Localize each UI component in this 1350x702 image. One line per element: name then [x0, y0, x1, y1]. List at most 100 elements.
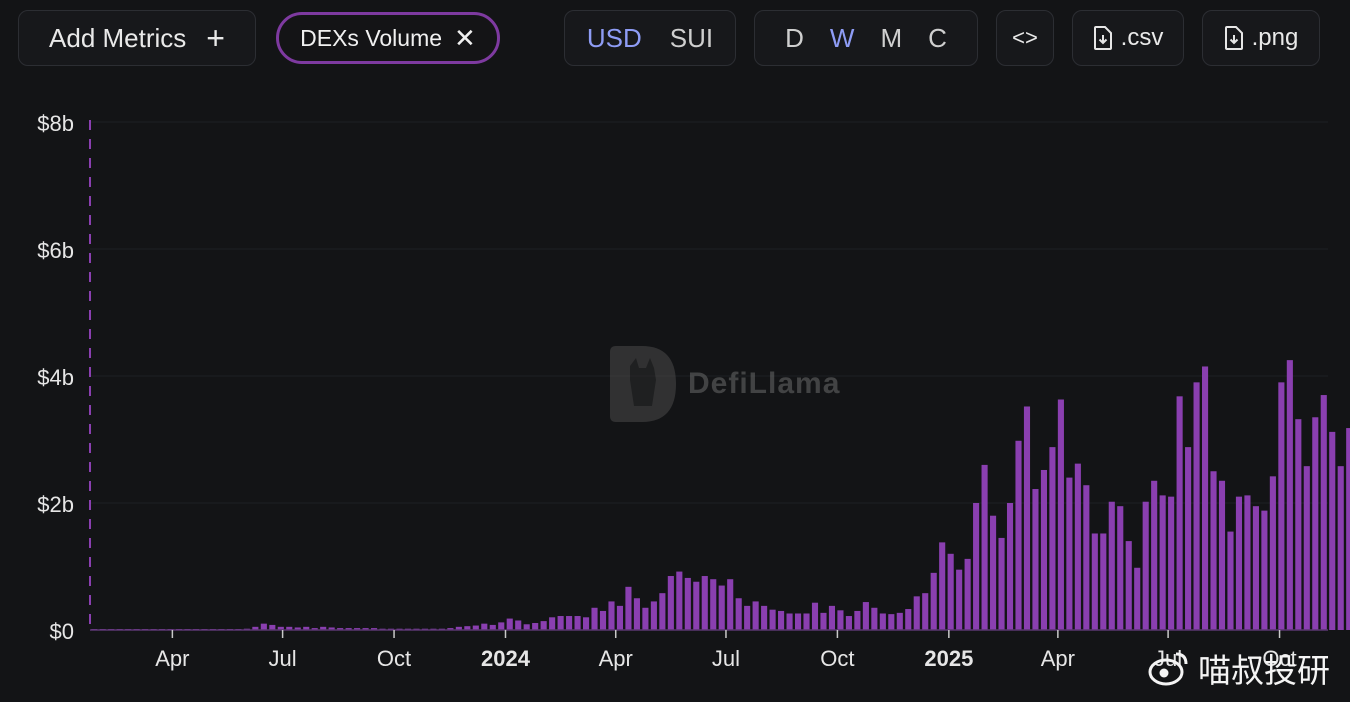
bar [260, 623, 267, 630]
bar [286, 626, 293, 630]
bar [837, 610, 844, 630]
bar [1329, 431, 1336, 630]
bar [1032, 489, 1039, 630]
file-download-icon [1093, 26, 1112, 50]
bar [1023, 406, 1031, 630]
bar [252, 626, 259, 630]
bar [888, 614, 895, 631]
bar [710, 579, 717, 630]
bar [303, 626, 310, 630]
bar [532, 623, 539, 630]
bar [362, 628, 369, 630]
bar [1252, 506, 1259, 630]
bar [1312, 417, 1319, 630]
bar [735, 598, 742, 630]
bar [990, 515, 997, 630]
bar [905, 609, 912, 630]
bar [879, 613, 886, 630]
period-option-d[interactable]: D [785, 22, 804, 53]
plus-icon: + [206, 20, 225, 56]
bar [1261, 510, 1268, 630]
bar [345, 628, 352, 630]
period-option-m[interactable]: M [880, 22, 903, 53]
bar [1151, 480, 1158, 630]
bar [820, 612, 827, 630]
y-tick-label: $6b [37, 238, 74, 263]
x-tick-label: 2024 [481, 646, 531, 671]
bar [1218, 480, 1226, 630]
bar [964, 558, 971, 630]
y-tick-label: $2b [37, 492, 74, 517]
bar [1176, 396, 1183, 630]
bar [506, 618, 513, 630]
bar [1235, 496, 1243, 630]
bar [684, 577, 691, 630]
bar [633, 598, 640, 630]
bar [981, 464, 988, 630]
period-toggle: D W M C [754, 10, 978, 66]
llama-logo-icon [610, 346, 676, 422]
bar [718, 585, 725, 630]
currency-option-sui[interactable]: SUI [669, 22, 714, 53]
currency-option-usd[interactable]: USD [586, 22, 642, 53]
download-csv-button[interactable]: .csv [1072, 10, 1184, 66]
y-tick-label: $4b [37, 365, 74, 390]
bar [676, 571, 683, 630]
embed-button[interactable]: <> [996, 10, 1054, 66]
bar [1193, 382, 1200, 630]
bar [515, 620, 522, 630]
bar [1210, 471, 1217, 630]
bar [616, 605, 624, 630]
bar [913, 596, 920, 630]
bar [498, 622, 505, 630]
download-png-button[interactable]: .png [1202, 10, 1320, 66]
bar [1337, 466, 1344, 630]
bar [557, 616, 564, 630]
bar [947, 553, 954, 630]
bar [1083, 485, 1090, 630]
bar [701, 576, 708, 630]
period-option-c[interactable]: C [928, 22, 947, 53]
metric-pill-dex-volume[interactable]: DEXs Volume ✕ [276, 12, 500, 64]
bar [1278, 382, 1285, 630]
bar [1227, 531, 1234, 630]
bar [489, 624, 496, 630]
bar [328, 627, 335, 630]
bar [803, 613, 810, 630]
x-tick-label: Jul [269, 646, 297, 671]
metric-pill-label: DEXs Volume [300, 24, 443, 51]
bar [1185, 447, 1192, 630]
add-metrics-button[interactable]: Add Metrics + [18, 10, 256, 66]
bar [693, 581, 700, 630]
close-icon[interactable]: ✕ [454, 23, 476, 53]
corner-watermark-text: 喵叔投研 [1198, 651, 1330, 690]
bar [769, 609, 776, 630]
bar [854, 610, 861, 630]
x-tick-label: 2025 [924, 646, 973, 671]
period-option-w[interactable]: W [829, 22, 855, 53]
bar [1244, 495, 1251, 630]
x-tick-label: Oct [1262, 646, 1296, 671]
chart-bars [90, 360, 1350, 631]
x-tick-label: Apr [599, 646, 633, 671]
bar [447, 628, 454, 630]
bar [269, 624, 276, 630]
bar [998, 537, 1005, 630]
bar [744, 605, 751, 630]
bar [1286, 360, 1293, 631]
bar [786, 613, 793, 630]
bar [277, 626, 284, 630]
y-tick-label: $0 [50, 619, 74, 644]
bar [566, 616, 573, 630]
bar [608, 601, 615, 630]
y-tick-label: $8b [37, 111, 74, 136]
bar [625, 586, 632, 630]
bar [523, 624, 530, 630]
bar [871, 607, 878, 630]
bar [956, 569, 963, 630]
bar [1295, 419, 1302, 630]
currency-toggle: USD SUI [564, 10, 736, 66]
bar [1049, 447, 1056, 630]
bar [583, 617, 590, 630]
bar [1125, 541, 1132, 630]
